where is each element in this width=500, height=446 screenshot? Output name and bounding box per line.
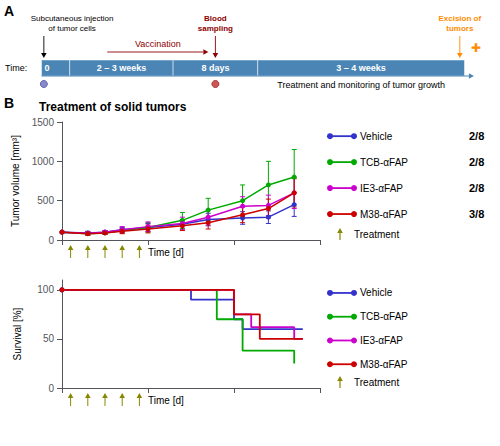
svg-text:2/8: 2/8 bbox=[469, 156, 484, 168]
svg-text:Subcutaneous injection: Subcutaneous injection bbox=[31, 14, 114, 23]
svg-text:M38-αFAP: M38-αFAP bbox=[360, 209, 408, 220]
svg-text:Time [d]: Time [d] bbox=[148, 247, 184, 258]
svg-text:Time:: Time: bbox=[5, 63, 27, 73]
svg-text:M38-αFAP: M38-αFAP bbox=[360, 359, 408, 370]
svg-text:Treatment: Treatment bbox=[354, 377, 399, 388]
svg-text:100: 100 bbox=[37, 284, 54, 295]
svg-text:Treatment: Treatment bbox=[354, 229, 399, 240]
svg-text:2/8: 2/8 bbox=[469, 130, 484, 142]
svg-text:0: 0 bbox=[48, 383, 54, 394]
svg-text:3 – 4 weeks: 3 – 4 weeks bbox=[336, 63, 386, 73]
svg-text:sampling: sampling bbox=[198, 24, 233, 33]
svg-text:tumors: tumors bbox=[446, 24, 474, 33]
svg-text:0: 0 bbox=[48, 235, 54, 246]
svg-text:Blood: Blood bbox=[204, 14, 227, 23]
svg-text:8 days: 8 days bbox=[201, 63, 229, 73]
svg-text:Vehicle: Vehicle bbox=[360, 287, 393, 298]
svg-text:TCB-αFAP: TCB-αFAP bbox=[360, 311, 408, 322]
svg-text:A: A bbox=[4, 3, 14, 19]
svg-text:Tumor volume [mm³]: Tumor volume [mm³] bbox=[10, 135, 21, 227]
svg-text:B: B bbox=[4, 95, 14, 111]
svg-text:Vehicle: Vehicle bbox=[360, 131, 393, 142]
svg-text:3/8: 3/8 bbox=[469, 208, 484, 220]
svg-text:Excision of: Excision of bbox=[438, 14, 481, 23]
svg-text:50: 50 bbox=[43, 333, 55, 344]
svg-text:IE3-αFAP: IE3-αFAP bbox=[360, 335, 403, 346]
svg-text:Time [d]: Time [d] bbox=[148, 395, 184, 406]
svg-text:IE3-αFAP: IE3-αFAP bbox=[360, 183, 403, 194]
svg-text:Treatment of solid tumors: Treatment of solid tumors bbox=[39, 100, 187, 114]
svg-text:Survival [%]: Survival [%] bbox=[12, 307, 23, 360]
svg-text:1000: 1000 bbox=[32, 156, 55, 167]
svg-text:0: 0 bbox=[45, 63, 50, 73]
svg-text:✚: ✚ bbox=[471, 41, 481, 55]
svg-text:TCB-αFAP: TCB-αFAP bbox=[360, 157, 408, 168]
svg-text:2 – 3 weeks: 2 – 3 weeks bbox=[97, 63, 147, 73]
svg-text:500: 500 bbox=[37, 195, 54, 206]
svg-text:Vaccination: Vaccination bbox=[135, 39, 181, 49]
svg-text:of tumor cells: of tumor cells bbox=[48, 24, 96, 33]
svg-text:Treatment and monitoring of tu: Treatment and monitoring of tumor growth bbox=[277, 80, 445, 90]
svg-text:2/8: 2/8 bbox=[469, 182, 484, 194]
svg-text:1500: 1500 bbox=[32, 117, 55, 128]
